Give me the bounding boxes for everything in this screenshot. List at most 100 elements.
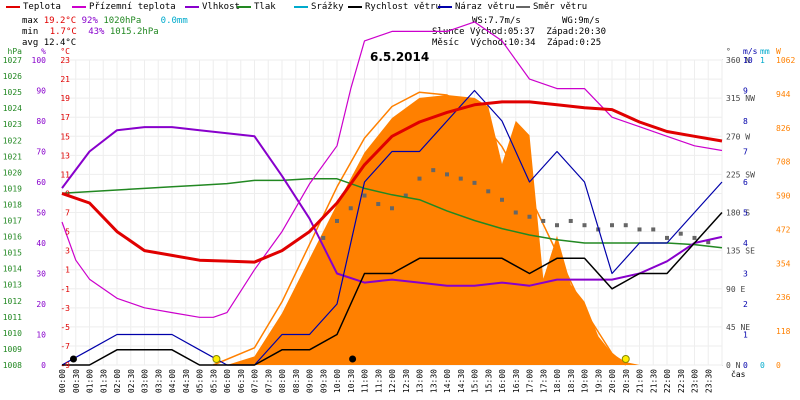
pressure-axis-tick: 1015 (3, 249, 22, 258)
direction-axis-tick: 45 NE (726, 323, 750, 332)
pressure-axis-tick: 1027 (3, 56, 22, 65)
x-tick: 09:30 (319, 369, 328, 393)
chart-title-date: 6.5.2014 (370, 50, 430, 64)
x-tick: 11:00 (361, 369, 370, 393)
direction-axis-tick: 90 E (726, 285, 745, 294)
temperature-axis-tick: 19 (60, 94, 70, 103)
wind-direction-point (692, 235, 697, 240)
wind-direction-point (678, 231, 683, 236)
x-tick: 03:30 (154, 369, 163, 393)
x-tick: 12:30 (402, 369, 411, 393)
temperature-line (61, 100, 723, 264)
x-tick: 02:30 (127, 369, 136, 393)
x-tick: 13:00 (416, 369, 425, 393)
solar-axis-tick: 826 (776, 124, 791, 133)
wind-direction-point (651, 227, 656, 232)
solar-axis-tick: 590 (776, 192, 791, 201)
x-tick: 21:30 (649, 369, 658, 393)
x-tick: 08:30 (292, 369, 301, 393)
temperature-axis-tick: 15 (60, 132, 70, 141)
x-tick: 07:00 (251, 369, 260, 393)
legend-label: Náraz větru (455, 2, 515, 12)
humidity-axis-tick: 60 (36, 178, 46, 187)
pressure-axis-tick: 1014 (3, 265, 22, 274)
x-tick: 21:00 (636, 369, 645, 393)
x-tick: 16:00 (498, 369, 507, 393)
wind-direction-point (555, 223, 559, 228)
wind-direction-point (568, 218, 573, 223)
legend-item-6: Náraz větru (438, 0, 515, 14)
wind-axis-tick: 4 (743, 239, 748, 248)
humidity-axis-tick: 40 (36, 239, 46, 248)
pressure-axis-tick: 1023 (3, 120, 22, 129)
stats-avg-label: avg (22, 38, 39, 48)
solar-axis-unit: W (776, 47, 781, 56)
x-tick: 18:30 (567, 369, 576, 393)
pressure-axis-unit: hPa (8, 47, 23, 56)
wind-axis-tick: 10 (743, 56, 753, 65)
moon-set: Západ:0:25 (546, 38, 602, 48)
rain-axis-tick: 1 (760, 56, 765, 65)
direction-axis-tick: 135 SE (726, 247, 755, 256)
x-tick: 08:00 (278, 369, 287, 393)
stats-min-press: 1015.2hPa (109, 27, 159, 37)
x-tick: 01:00 (86, 369, 95, 393)
legend-swatch (72, 5, 86, 8)
solar-axis-tick: 472 (776, 225, 791, 234)
legend-item-2: Vlhkost (185, 0, 240, 14)
wind-direction-point (472, 180, 477, 185)
direction-axis-tick: 0 N (726, 361, 741, 370)
solar-axis-tick: 0 (776, 361, 781, 370)
x-tick: 04:00 (168, 369, 177, 393)
wind-direction-point (486, 189, 491, 194)
wind-axis-tick: 9 (743, 87, 748, 96)
wind-direction-point (665, 235, 669, 240)
humidity-axis-tick: 30 (36, 270, 46, 279)
wind-gust-line (61, 89, 723, 366)
x-tick: 04:30 (182, 369, 191, 393)
wind-direction-point (500, 197, 504, 202)
humidity-axis-tick: 100 (32, 56, 47, 65)
humidity-axis-tick: 80 (36, 117, 46, 126)
wind-direction-point (513, 210, 518, 215)
humidity-axis-unit: % (41, 47, 46, 56)
wind-direction-point (623, 223, 628, 228)
x-tick: 19:00 (581, 369, 590, 393)
x-tick: 10:30 (347, 369, 356, 393)
stats-avg-row: avg 12.4°C (22, 38, 76, 49)
pressure-line (61, 178, 723, 249)
sun-row: Slunce Východ:05:37 Západ:20:30 (432, 27, 606, 38)
stats-min-temp: 1.7°C (49, 27, 77, 37)
x-tick: 22:30 (677, 369, 686, 393)
chart-legend: Teplota Přízemní teplota Vlhkost Tlak Srážky… (0, 0, 800, 14)
direction-axis-tick: 270 W (726, 132, 750, 141)
pressure-axis-tick: 1017 (3, 217, 22, 226)
temperature-axis-tick: 17 (60, 113, 70, 122)
pressure-axis-tick: 1009 (3, 345, 22, 354)
x-tick: 15:30 (484, 369, 493, 393)
stats-avg-temp: 12.4°C (43, 38, 77, 48)
pressure-axis-tick: 1016 (3, 233, 22, 242)
temperature-axis-tick: 3 (65, 247, 70, 256)
x-tick: 05:00 (196, 369, 205, 393)
solar-axis-tick: 118 (776, 327, 791, 336)
temperature-axis-tick: 11 (60, 170, 70, 179)
wind-direction-point (541, 218, 546, 223)
stats-max-row: max 19.2°C 92% 1020hPa 0.0mm (22, 16, 188, 27)
wind-direction-point (445, 172, 449, 177)
legend-label: Rychlost větru (365, 2, 441, 12)
legend-item-0: Teplota (6, 0, 61, 14)
x-tick: 17:00 (526, 369, 535, 393)
moonrise-marker (349, 355, 357, 363)
solar-axis-tick: 708 (776, 158, 791, 167)
temperature-axis-tick: 9 (65, 189, 70, 198)
wind-direction-point (376, 202, 381, 207)
legend-swatch (516, 5, 530, 8)
direction-axis-tick: 180 S (726, 209, 750, 218)
wind-axis-tick: 0 (743, 361, 748, 370)
wind-direction-point (458, 176, 463, 181)
pressure-axis-tick: 1011 (3, 313, 22, 322)
moonset-marker (69, 355, 77, 363)
wind-direction-point (403, 193, 408, 198)
